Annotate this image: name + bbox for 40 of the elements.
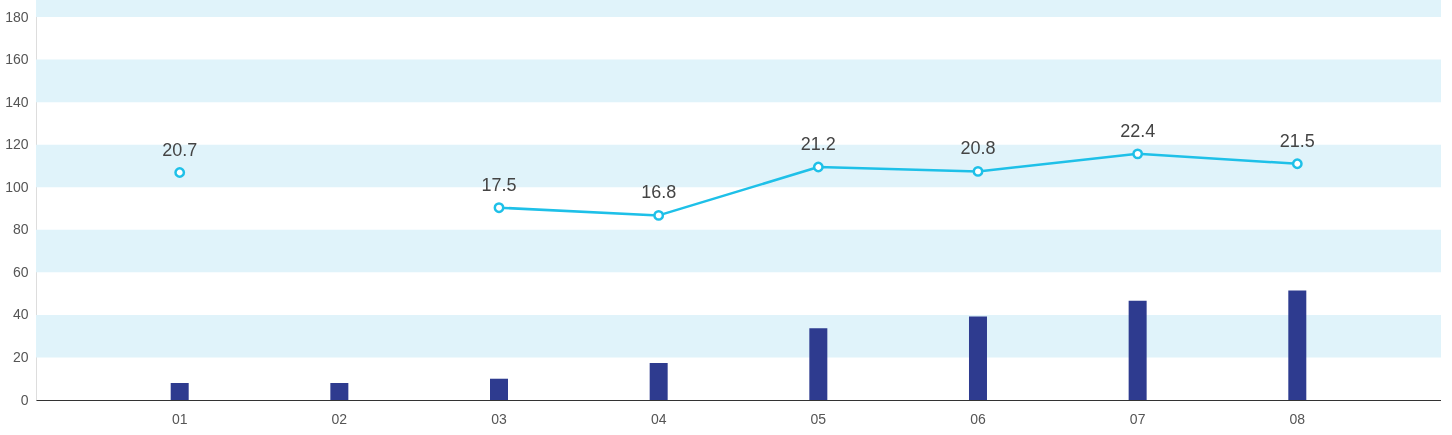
point (653, 209, 665, 221)
y-tick-label: 100 (5, 178, 29, 195)
x-tick-label: 02 (331, 410, 348, 427)
x-tick-label: 08 (1289, 410, 1306, 427)
point (1291, 158, 1303, 170)
bar (809, 328, 828, 400)
x-tick-label: 07 (1129, 410, 1146, 427)
y-tick-label: 40 (12, 306, 29, 323)
data-label: 21.2 (800, 134, 836, 155)
y-tick-label: 140 (5, 93, 29, 110)
data-label: 22.4 (1120, 120, 1156, 141)
bar (330, 382, 349, 400)
x-tick-label: 03 (491, 410, 508, 427)
y-tick-label: 0 (20, 391, 29, 408)
y-tick-label: 80 (12, 221, 29, 238)
y-tick-label: 160 (5, 51, 29, 68)
y-tick-label: 20 (12, 348, 29, 365)
data-label: 20.8 (960, 138, 996, 159)
point (972, 166, 984, 177)
x-tick-label: 06 (970, 410, 986, 427)
data-label: 16.8 (641, 182, 677, 203)
x-tick-label: 05 (810, 410, 827, 427)
y-tick-label: 60 (12, 263, 29, 280)
point (493, 202, 505, 214)
point (812, 161, 824, 173)
point (1132, 148, 1144, 160)
bar (1128, 300, 1147, 400)
data-label: 20.7 (162, 139, 198, 160)
bar (968, 316, 987, 400)
data-label: 21.5 (1279, 130, 1315, 151)
y-tick-label: 120 (5, 136, 29, 153)
bar (490, 378, 509, 400)
bar (649, 362, 668, 400)
y-tick-label: 180 (5, 8, 29, 25)
x-tick-label: 04 (650, 410, 667, 427)
x-tick-label: 01 (171, 410, 188, 427)
bar (1288, 290, 1307, 400)
data-label: 17.5 (481, 174, 517, 195)
bar (170, 382, 189, 400)
point (174, 167, 186, 178)
